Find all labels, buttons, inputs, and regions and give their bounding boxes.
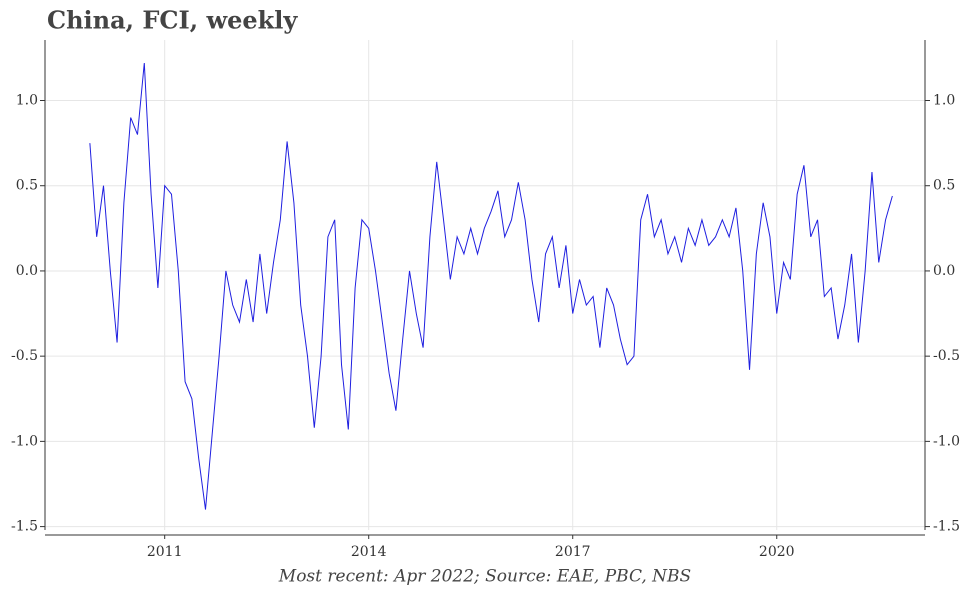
x-tick-label: 2020 [759, 544, 795, 560]
source-note: Most recent: Apr 2022; Source: EAE, PBC,… [278, 567, 691, 587]
y-tick-label: 1.0 [16, 93, 38, 109]
x-tick-label: 2014 [351, 544, 387, 560]
y-tick-label: 0.5 [16, 178, 38, 194]
y2-tick-label: -0.5 [933, 348, 960, 364]
y-tick-label: -1.0 [11, 433, 38, 449]
y2-tick-label: 1.0 [933, 93, 955, 109]
fci-line [89, 62, 893, 510]
y2-tick-label: -1.5 [933, 519, 960, 535]
y-tick-label: 0.0 [16, 263, 38, 279]
y-tick-label: -0.5 [11, 348, 38, 364]
x-tick-label: 2011 [147, 544, 183, 560]
x-tick-label: 2017 [555, 544, 591, 560]
y-tick-label: -1.5 [11, 519, 38, 535]
y2-tick-label: 0.0 [933, 263, 955, 279]
y2-tick-label: -1.0 [933, 433, 960, 449]
y2-tick-label: 0.5 [933, 178, 955, 194]
chart-title: China, FCI, weekly [47, 6, 298, 35]
